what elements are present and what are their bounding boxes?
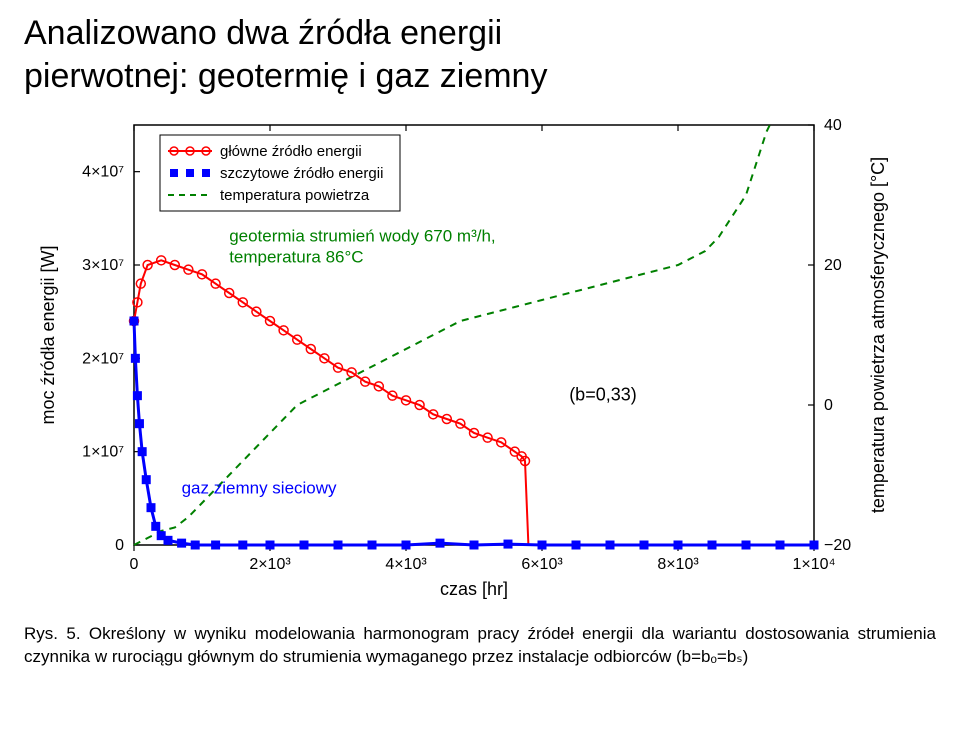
title: Analizowano dwa źródła energii pierwotne… (24, 12, 936, 97)
svg-text:temperatura 86°C: temperatura 86°C (229, 248, 363, 267)
svg-text:1×10⁷: 1×10⁷ (82, 444, 124, 461)
svg-text:temperatura powietrza: temperatura powietrza (220, 187, 370, 204)
svg-text:gaz ziemny sieciowy: gaz ziemny sieciowy (182, 479, 337, 498)
svg-text:−20: −20 (824, 537, 851, 554)
svg-text:8×10³: 8×10³ (657, 556, 699, 573)
svg-text:(b=0,33): (b=0,33) (569, 384, 637, 404)
svg-text:1×10⁴: 1×10⁴ (793, 556, 836, 573)
svg-text:0: 0 (115, 537, 124, 554)
svg-text:2×10⁷: 2×10⁷ (82, 350, 124, 367)
svg-text:moc źródła energii [W]: moc źródła energii [W] (38, 245, 58, 424)
svg-text:0: 0 (130, 556, 139, 573)
title-line-2: pierwotnej: geotermię i gaz ziemny (24, 57, 547, 95)
svg-text:0: 0 (824, 397, 833, 414)
chart: 0 2×10³ 4×10³ 6×10³ 8×10³ 1×10⁴ 0 1×10⁷ 2×10⁷ 3×1… (24, 105, 936, 615)
svg-text:6×10³: 6×10³ (521, 556, 563, 573)
svg-text:czas [hr]: czas [hr] (440, 579, 508, 599)
svg-text:temperatura powietrza atmosfer: temperatura powietrza atmosferycznego [°… (868, 157, 888, 513)
svg-text:20: 20 (824, 257, 842, 274)
svg-text:40: 40 (824, 117, 842, 134)
svg-text:4×10⁷: 4×10⁷ (82, 164, 124, 181)
svg-text:geotermia strumień wody 670 m³: geotermia strumień wody 670 m³/h, (229, 227, 495, 246)
figure-caption: Rys. 5. Określony w wyniku modelowania h… (24, 623, 936, 669)
svg-text:2×10³: 2×10³ (249, 556, 291, 573)
svg-text:3×10⁷: 3×10⁷ (82, 257, 124, 274)
svg-text:główne źródło energii: główne źródło energii (220, 143, 362, 160)
svg-text:4×10³: 4×10³ (385, 556, 427, 573)
title-line-1: Analizowano dwa źródła energii (24, 14, 502, 52)
svg-text:szczytowe źródło energii: szczytowe źródło energii (220, 165, 383, 182)
